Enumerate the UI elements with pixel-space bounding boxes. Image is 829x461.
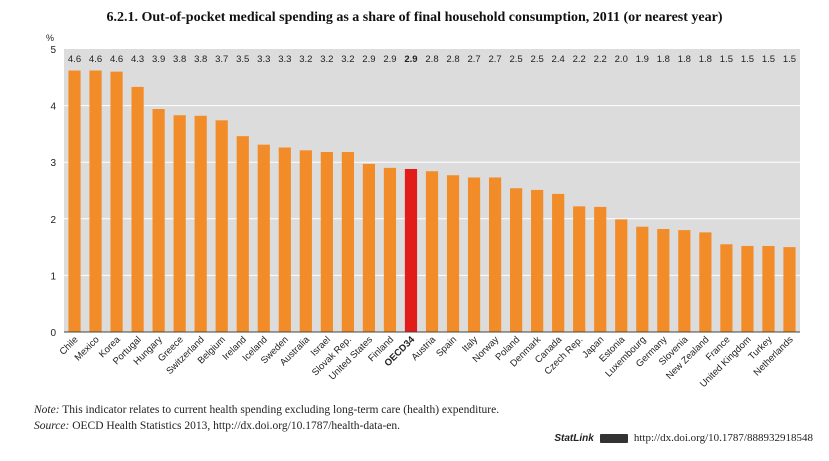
x-tick-label: Spain xyxy=(434,334,459,359)
y-tick-label: 4 xyxy=(50,102,56,113)
bar xyxy=(425,171,439,332)
data-label: 3.2 xyxy=(299,54,312,65)
bar xyxy=(320,152,333,332)
y-tick-label: 5 xyxy=(50,45,56,56)
y-tick-label: 3 xyxy=(50,158,56,169)
bar xyxy=(594,206,607,332)
bar xyxy=(362,163,376,332)
data-label: 1.5 xyxy=(741,54,754,65)
source-text: OECD Health Statistics 2013, http://dx.d… xyxy=(72,420,401,432)
bar xyxy=(131,86,144,332)
bar xyxy=(215,120,228,332)
bar xyxy=(110,71,123,332)
y-tick-label: 2 xyxy=(50,215,56,226)
bar xyxy=(383,167,397,332)
bar xyxy=(257,144,270,332)
data-label: 3.5 xyxy=(236,54,249,65)
data-label: 3.2 xyxy=(320,54,333,65)
data-label: 1.8 xyxy=(657,54,670,65)
bar xyxy=(341,152,354,332)
bar xyxy=(488,177,502,332)
data-label: 1.8 xyxy=(699,54,712,65)
data-label: 4.6 xyxy=(110,54,123,65)
data-label: 3.2 xyxy=(341,54,354,65)
data-label: 2.2 xyxy=(594,54,607,65)
bar xyxy=(510,188,523,332)
data-label: 4.3 xyxy=(131,54,144,65)
note: Note: This indicator relates to current … xyxy=(34,404,499,416)
statlink[interactable]: StatLink http://dx.doi.org/10.1787/88893… xyxy=(554,432,813,444)
bar xyxy=(404,168,418,332)
bar xyxy=(299,150,312,332)
bar xyxy=(152,108,165,332)
bar xyxy=(531,189,544,332)
data-label: 3.3 xyxy=(257,54,270,65)
data-label: 4.6 xyxy=(89,54,102,65)
y-axis-label: % xyxy=(46,33,54,43)
bar xyxy=(68,70,81,333)
x-tick-label: Austria xyxy=(409,334,438,363)
data-label: 1.9 xyxy=(636,54,649,65)
data-label: 1.8 xyxy=(678,54,691,65)
bar xyxy=(194,115,207,333)
bar xyxy=(173,115,186,332)
data-label: 4.6 xyxy=(68,54,81,65)
data-label: 3.8 xyxy=(194,54,207,65)
data-label: 2.2 xyxy=(573,54,586,65)
data-label: 2.7 xyxy=(488,54,501,65)
data-label: 2.5 xyxy=(531,54,544,65)
bar xyxy=(552,193,565,332)
statlink-brand: StatLink xyxy=(554,432,594,444)
data-label: 3.7 xyxy=(215,54,228,65)
bar xyxy=(636,226,649,332)
note-label: Note: xyxy=(34,404,60,416)
bar xyxy=(446,175,460,332)
bar xyxy=(615,219,628,332)
data-label: 2.4 xyxy=(552,54,565,65)
data-label: 3.3 xyxy=(278,54,291,65)
chart-title: 6.2.1. Out-of-pocket medical spending as… xyxy=(106,10,723,25)
bar xyxy=(657,228,670,332)
bar xyxy=(467,177,481,332)
data-label: 2.7 xyxy=(467,54,480,65)
y-tick-label: 1 xyxy=(50,271,56,282)
note-text: This indicator relates to current health… xyxy=(62,404,500,416)
data-label: 2.0 xyxy=(615,54,628,65)
data-label: 2.9 xyxy=(404,54,417,65)
statlink-logo-icon xyxy=(599,433,628,443)
source: Source: OECD Health Statistics 2013, htt… xyxy=(34,420,400,432)
bar xyxy=(720,244,733,332)
data-label: 3.9 xyxy=(152,54,165,65)
bar xyxy=(573,206,586,332)
bar xyxy=(236,136,249,332)
data-label: 2.8 xyxy=(446,54,459,65)
bar xyxy=(699,232,712,332)
bar xyxy=(783,247,796,332)
data-label: 3.8 xyxy=(173,54,186,65)
bar xyxy=(89,70,102,333)
data-label: 1.5 xyxy=(783,54,796,65)
bar xyxy=(762,245,775,332)
data-label: 1.5 xyxy=(720,54,733,65)
data-label: 2.9 xyxy=(362,54,375,65)
bar xyxy=(741,245,754,332)
bar xyxy=(678,230,691,332)
bar xyxy=(278,147,291,332)
statlink-url[interactable]: http://dx.doi.org/10.1787/888932918548 xyxy=(633,432,813,444)
data-label: 2.5 xyxy=(510,54,523,65)
data-label: 1.5 xyxy=(762,54,775,65)
data-label: 2.8 xyxy=(425,54,438,65)
data-label: 2.9 xyxy=(383,54,396,65)
y-tick-label: 0 xyxy=(50,328,56,339)
source-label: Source: xyxy=(34,420,70,432)
